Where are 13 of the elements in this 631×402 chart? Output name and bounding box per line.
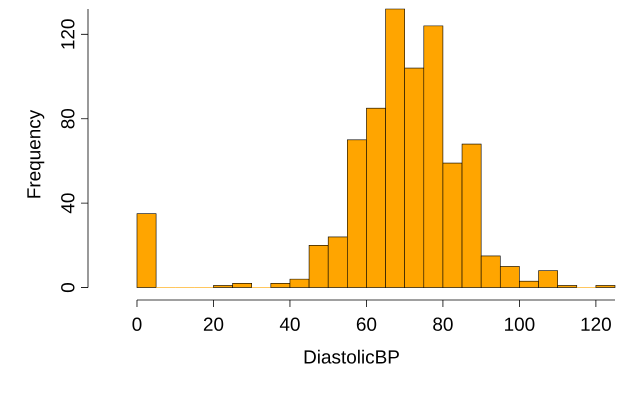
y-tick-label: 40 <box>61 193 74 214</box>
x-tick-label: 40 <box>280 318 300 331</box>
x-tick-label: 100 <box>505 318 534 331</box>
x-axis-title: DiastolicBP <box>304 350 399 364</box>
y-tick-label: 80 <box>61 108 74 128</box>
y-axis-title: Frequency <box>27 110 44 198</box>
x-tick-label: 80 <box>433 318 453 331</box>
y-tick-label: 120 <box>61 19 74 49</box>
x-tick-label: 60 <box>356 318 376 331</box>
x-tick-label: 0 <box>132 318 142 331</box>
x-tick-label: 120 <box>582 318 611 331</box>
x-tick-label: 20 <box>204 318 224 331</box>
y-tick-label: 0 <box>61 283 74 292</box>
